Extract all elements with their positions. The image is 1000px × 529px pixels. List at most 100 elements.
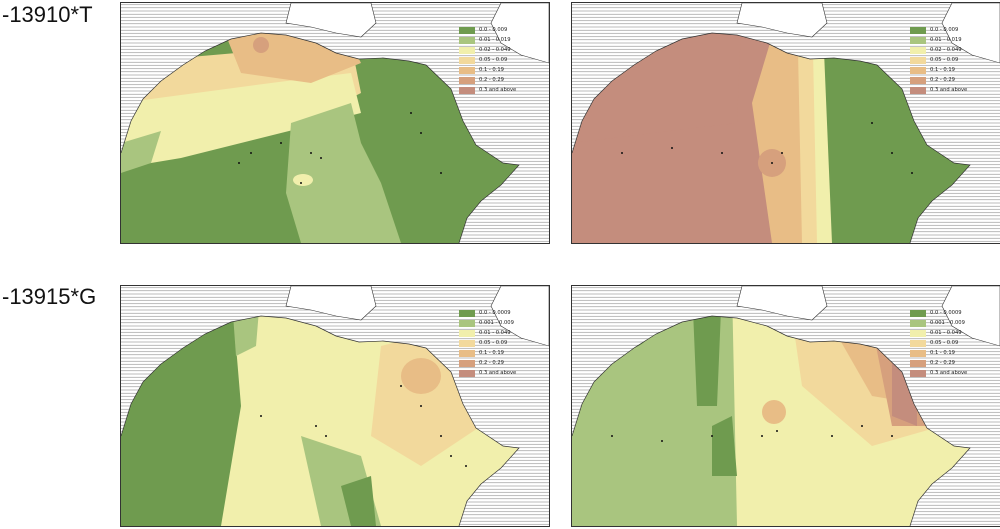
legend-label: 0.2 - 0.29 [930, 360, 955, 366]
africa-coastline [121, 32, 520, 243]
legend-label: 0.0 - 0.009 [930, 27, 959, 33]
legend-item: 0.1 - 0.19 [910, 65, 990, 75]
legend-item: 0.01 - 0.049 [459, 328, 539, 338]
legend-label: 0.2 - 0.29 [930, 77, 955, 83]
sample-points [260, 385, 467, 467]
legend-item: 0.3 and above [910, 368, 990, 378]
legend-label: 0.1 - 0.19 [479, 350, 504, 356]
sample-points [611, 425, 893, 442]
legend-label: 0.05 - 0.09 [479, 340, 508, 346]
legend-swatch [459, 319, 475, 327]
legend-swatch [910, 329, 926, 337]
legend-label: 0.02 - 0.049 [930, 47, 962, 53]
map-13915G-right [572, 286, 1000, 526]
legend-item: 0.001 - 0.009 [459, 318, 539, 328]
legend-label: 0.2 - 0.29 [479, 77, 504, 83]
legend-label: 0.001 - 0.009 [930, 320, 965, 326]
legend-item: 0.05 - 0.09 [910, 55, 990, 65]
legend-label: 0.001 - 0.009 [479, 320, 514, 326]
legend-swatch [459, 349, 475, 357]
sample-points [621, 122, 913, 174]
sample-points [238, 112, 442, 184]
legend-label: 0.3 and above [930, 370, 968, 376]
legend-swatch [459, 369, 475, 377]
legend-item: 0.3 and above [910, 85, 990, 95]
legend-swatch [459, 359, 475, 367]
legend-swatch [910, 46, 926, 54]
legend-label: 0.3 and above [930, 87, 968, 93]
legend-swatch [910, 66, 926, 74]
legend-swatch [910, 36, 926, 44]
legend-swatch [459, 329, 475, 337]
legend-label: 0.0 - 0.0009 [479, 310, 511, 316]
row-label-13915G: -13915*G [2, 284, 97, 309]
legend-label: 0.1 - 0.19 [930, 67, 955, 73]
legend-item: 0.05 - 0.09 [910, 338, 990, 348]
legend-swatch [459, 309, 475, 317]
legend-swatch [910, 86, 926, 94]
map-13915G-left [121, 286, 549, 526]
legend-item: 0.01 - 0.049 [910, 328, 990, 338]
legend-swatch [910, 349, 926, 357]
legend-item: 0.0 - 0.0009 [459, 308, 539, 318]
map-13910T-left [121, 3, 549, 243]
legend-item: 0.3 and above [459, 368, 539, 378]
europe-land [285, 3, 377, 38]
legend-label: 0.01 - 0.049 [930, 330, 962, 336]
legend-label: 0.3 and above [479, 370, 517, 376]
legend-item: 0.2 - 0.29 [910, 75, 990, 85]
legend-item: 0.0 - 0.0009 [910, 308, 990, 318]
legend-item: 0.02 - 0.049 [459, 45, 539, 55]
legend-label: 0.01 - 0.019 [479, 37, 511, 43]
legend-item: 0.01 - 0.019 [910, 35, 990, 45]
row-label-13910T: -13910*T [2, 2, 93, 27]
europe-land [736, 3, 828, 38]
europe-land [285, 286, 377, 321]
legend-item: 0.2 - 0.29 [910, 358, 990, 368]
legend-item: 0.2 - 0.29 [459, 358, 539, 368]
legend-swatch [910, 369, 926, 377]
legend-item: 0.1 - 0.19 [459, 348, 539, 358]
legend-item: 0.05 - 0.09 [459, 338, 539, 348]
legend-swatch [910, 56, 926, 64]
legend-label: 0.02 - 0.049 [479, 47, 511, 53]
legend-swatch [459, 86, 475, 94]
legend-item: 0.2 - 0.29 [459, 75, 539, 85]
legend: 0.0 - 0.0009 0.001 - 0.009 0.01 - 0.049 … [910, 308, 990, 378]
legend: 0.0 - 0.009 0.01 - 0.019 0.02 - 0.049 0.… [910, 25, 990, 95]
asia-land [490, 286, 549, 347]
legend-swatch [910, 339, 926, 347]
legend-swatch [910, 319, 926, 327]
legend-swatch [459, 36, 475, 44]
legend-label: 0.3 and above [479, 87, 517, 93]
legend-swatch [910, 76, 926, 84]
africa-coastline [121, 315, 520, 526]
legend-item: 0.1 - 0.19 [459, 65, 539, 75]
legend-swatch [459, 339, 475, 347]
legend-swatch [459, 56, 475, 64]
legend-label: 0.1 - 0.19 [930, 350, 955, 356]
map-panel-13910T-left: 0.0 - 0.009 0.01 - 0.019 0.02 - 0.049 0.… [120, 2, 550, 244]
legend-item: 0.1 - 0.19 [910, 348, 990, 358]
legend-item: 0.0 - 0.009 [910, 25, 990, 35]
legend-label: 0.01 - 0.019 [930, 37, 962, 43]
map-13910T-right [572, 3, 1000, 243]
map-panel-13910T-right: 0.0 - 0.009 0.01 - 0.019 0.02 - 0.049 0.… [571, 2, 1000, 244]
legend-swatch [459, 66, 475, 74]
legend-label: 0.05 - 0.09 [930, 340, 959, 346]
map-panel-13915G-right: 0.0 - 0.0009 0.001 - 0.009 0.01 - 0.049 … [571, 285, 1000, 527]
legend-swatch [910, 359, 926, 367]
legend-item: 0.3 and above [459, 85, 539, 95]
legend-item: 0.0 - 0.009 [459, 25, 539, 35]
legend-label: 0.2 - 0.29 [479, 360, 504, 366]
legend-swatch [910, 26, 926, 34]
legend-label: 0.0 - 0.0009 [930, 310, 962, 316]
legend-label: 0.0 - 0.009 [479, 27, 508, 33]
legend: 0.0 - 0.009 0.01 - 0.019 0.02 - 0.049 0.… [459, 25, 539, 95]
legend: 0.0 - 0.0009 0.001 - 0.009 0.01 - 0.049 … [459, 308, 539, 378]
legend-item: 0.05 - 0.09 [459, 55, 539, 65]
africa-coastline [572, 315, 971, 526]
asia-land [941, 286, 1000, 347]
legend-item: 0.001 - 0.009 [910, 318, 990, 328]
legend-label: 0.1 - 0.19 [479, 67, 504, 73]
